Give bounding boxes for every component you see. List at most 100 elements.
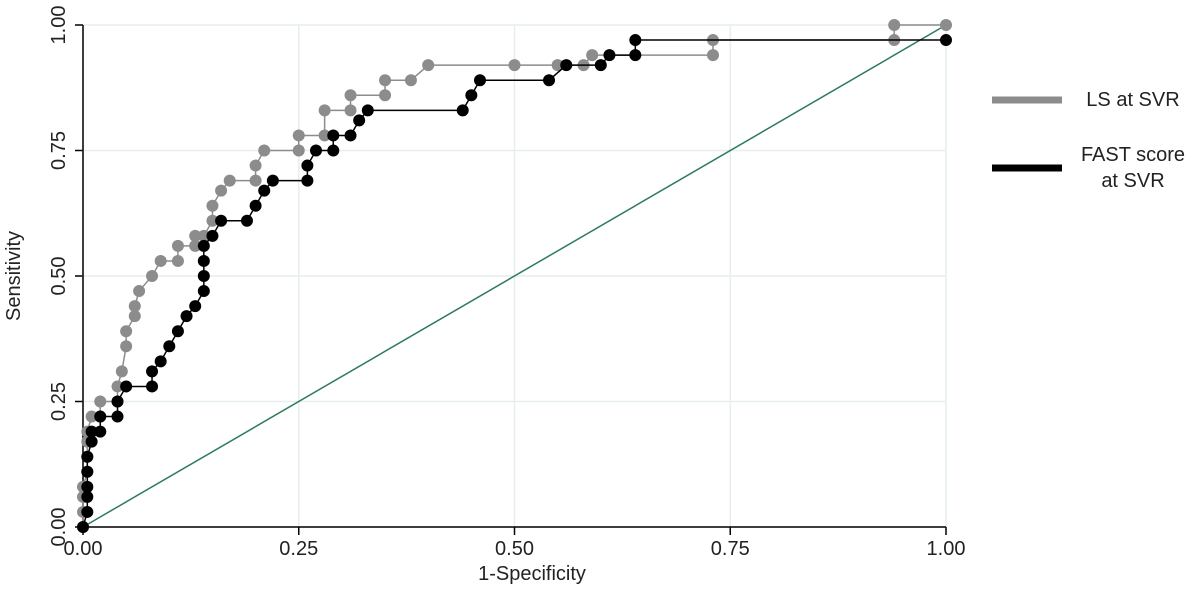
- point: [206, 199, 219, 212]
- point: [81, 490, 94, 503]
- point: [560, 59, 573, 72]
- point: [171, 239, 184, 252]
- point: [197, 254, 210, 267]
- y-tick-label: 0.50: [48, 257, 70, 296]
- x-tick-label: 0.25: [279, 538, 318, 560]
- point: [292, 129, 305, 142]
- point: [379, 89, 392, 102]
- point: [292, 144, 305, 157]
- point: [189, 229, 202, 242]
- point: [361, 104, 374, 117]
- point: [586, 49, 599, 62]
- point: [81, 450, 94, 463]
- point: [171, 254, 184, 267]
- point: [85, 425, 98, 438]
- point: [81, 505, 94, 518]
- point: [128, 310, 141, 323]
- point: [197, 270, 210, 282]
- point: [301, 174, 314, 187]
- point: [318, 129, 331, 142]
- point: [146, 270, 159, 282]
- point: [594, 59, 607, 72]
- point: [258, 184, 271, 197]
- point: [344, 104, 357, 117]
- x-tick-label: 0.50: [495, 538, 534, 560]
- point: [146, 365, 159, 378]
- point: [629, 49, 642, 62]
- point: [940, 34, 952, 47]
- point: [94, 425, 107, 438]
- point: [473, 74, 486, 87]
- point: [77, 521, 89, 533]
- point: [154, 254, 167, 267]
- point: [508, 59, 521, 72]
- point: [310, 144, 323, 157]
- point: [258, 144, 271, 157]
- point: [456, 104, 469, 117]
- point: [171, 325, 184, 338]
- point: [215, 214, 228, 227]
- x-tick-label: 0.75: [711, 538, 750, 560]
- point: [266, 174, 279, 187]
- point: [81, 480, 94, 493]
- point: [379, 74, 392, 87]
- point: [197, 285, 210, 298]
- point: [327, 144, 340, 157]
- point: [146, 380, 159, 393]
- point: [629, 34, 642, 47]
- point: [115, 365, 128, 378]
- point: [249, 159, 262, 172]
- point: [551, 59, 564, 72]
- point: [404, 74, 417, 87]
- point: [301, 159, 314, 172]
- point: [215, 184, 228, 197]
- point: [422, 59, 435, 72]
- point: [94, 395, 107, 408]
- point: [111, 395, 124, 408]
- point: [197, 229, 210, 242]
- y-tick-label: 0.75: [48, 131, 70, 170]
- point: [318, 104, 331, 117]
- y-tick-label: 0.25: [48, 382, 70, 421]
- point: [706, 49, 719, 62]
- point: [133, 285, 146, 298]
- point: [197, 239, 210, 252]
- point: [940, 19, 952, 31]
- point: [344, 129, 357, 142]
- point: [189, 239, 202, 252]
- point: [543, 74, 556, 87]
- y-axis-title: Sensitivity: [3, 231, 25, 321]
- point: [249, 174, 262, 187]
- point: [120, 380, 133, 393]
- point: [465, 89, 478, 102]
- point: [154, 355, 167, 368]
- x-axis-title: 1-Specificity: [478, 563, 586, 585]
- y-tick-label: 0.00: [48, 508, 70, 547]
- point: [344, 89, 357, 102]
- x-tick-label: 0.00: [64, 538, 103, 560]
- legend-label: FAST score at SVR: [1080, 144, 1186, 192]
- point: [189, 300, 202, 313]
- point: [128, 300, 141, 313]
- legend-label: LS at SVR: [1086, 89, 1180, 111]
- point: [85, 435, 98, 448]
- point: [163, 340, 176, 353]
- point: [180, 310, 193, 323]
- point: [603, 49, 616, 62]
- point: [94, 410, 107, 423]
- point: [353, 114, 366, 127]
- point: [85, 410, 98, 423]
- point: [120, 325, 133, 338]
- point: [240, 214, 253, 227]
- x-tick-label: 1.00: [927, 538, 966, 560]
- point: [249, 199, 262, 212]
- y-tick-label: 1.00: [48, 6, 70, 45]
- point: [206, 229, 219, 242]
- point: [111, 410, 124, 423]
- point: [327, 129, 340, 142]
- point: [206, 214, 219, 227]
- point: [81, 465, 94, 478]
- reference-line: [82, 24, 947, 528]
